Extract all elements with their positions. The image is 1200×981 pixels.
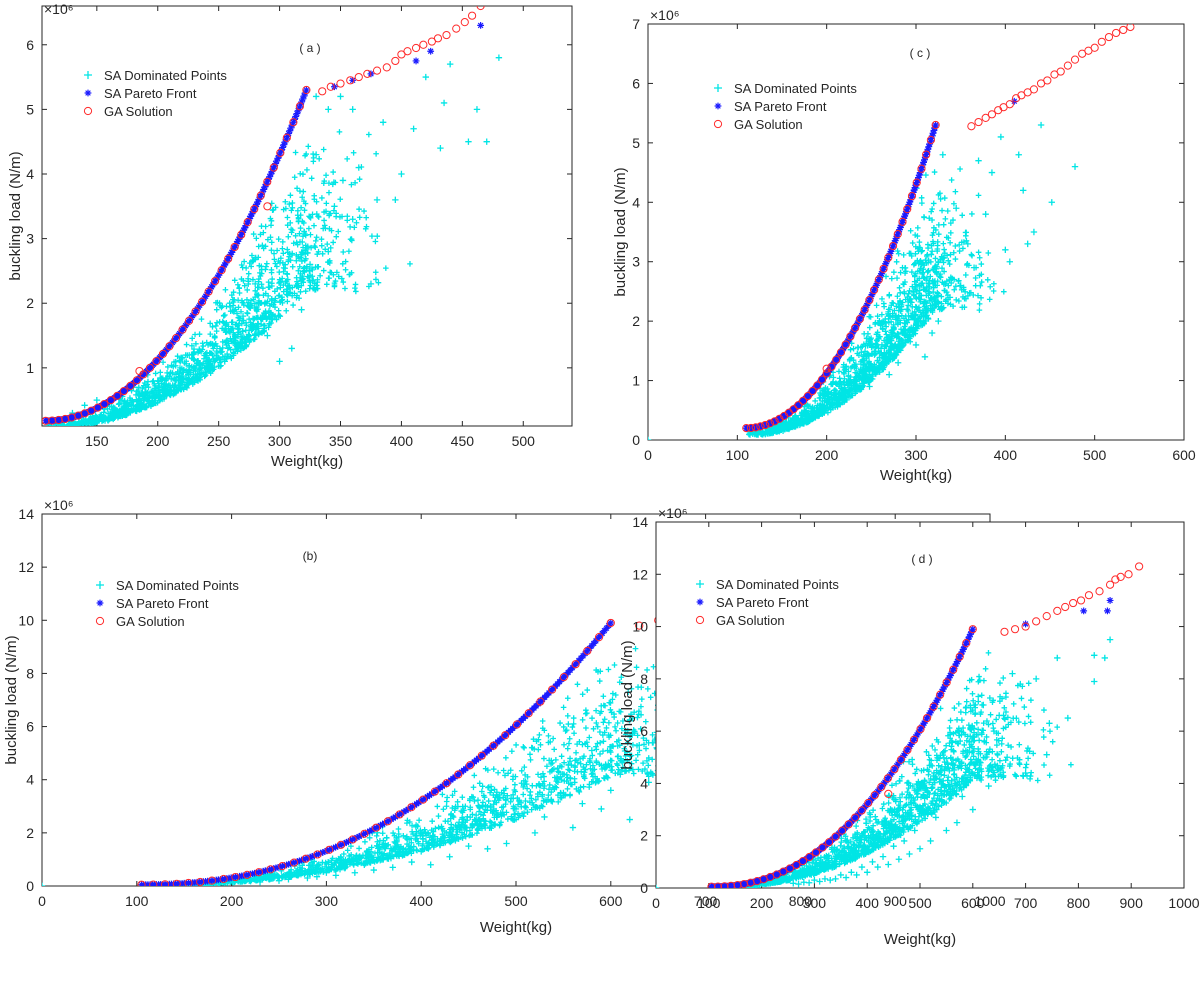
y-axis-label: buckling load (N/m) [3, 635, 20, 764]
y-tick-label: 14 [18, 506, 34, 522]
y-tick-label: 1 [632, 373, 640, 389]
y-exponent-label: ×10⁶ [650, 7, 680, 23]
y-exponent-label: ×10⁶ [44, 1, 74, 17]
x-tick-label: 200 [815, 447, 839, 463]
x-tick-label: 100 [726, 447, 750, 463]
chart-panel-c: 0 100 200 300 400 500 600 0 1 2 3 4 5 6 7 ×10⁶ Weight(kg… [612, 7, 1196, 484]
y-tick-label: 2 [632, 313, 640, 329]
y-axis-label: buckling load (N/m) [612, 167, 629, 296]
panel-label: ( c ) [910, 46, 931, 60]
x-tick-label: 350 [329, 433, 353, 449]
panel-label: ( a ) [299, 41, 320, 55]
legend-entry: GA Solution [104, 104, 173, 119]
x-tick-label: 300 [904, 447, 928, 463]
x-tick-label: 150 [85, 433, 109, 449]
x-axis-label: Weight(kg) [880, 467, 952, 484]
x-axis-label: Weight(kg) [271, 453, 343, 470]
legend-entry: SA Dominated Points [734, 81, 857, 96]
y-tick-label: 3 [632, 254, 640, 270]
legend-entry: SA Pareto Front [734, 99, 827, 114]
x-tick-label: 200 [146, 433, 170, 449]
y-tick-label: 2 [26, 295, 34, 311]
x-tick-label: 0 [644, 447, 652, 463]
y-tick-label: 0 [26, 878, 34, 894]
legend-entry: SA Dominated Points [104, 68, 227, 83]
pareto-front-point [477, 22, 484, 29]
y-tick-label: 6 [632, 75, 640, 91]
x-tick-label: 100 [125, 893, 149, 909]
y-tick-label: 5 [632, 135, 640, 151]
y-exponent-label: ×10⁶ [44, 497, 74, 513]
plot-area [648, 24, 1184, 440]
x-tick-label: 200 [220, 893, 244, 909]
x-axis-label: Weight(kg) [480, 919, 552, 936]
y-tick-label: 10 [18, 612, 34, 628]
y-tick-label: 4 [26, 772, 34, 788]
x-tick-label: 600 [1172, 447, 1196, 463]
y-tick-label: 6 [26, 37, 34, 53]
x-tick-label: 300 [268, 433, 292, 449]
y-tick-label: 5 [26, 101, 34, 117]
y-tick-label: 4 [26, 166, 34, 182]
y-tick-label: 4 [632, 194, 640, 210]
y-tick-label: 0 [632, 432, 640, 448]
y-tick-label: 6 [26, 719, 34, 735]
legend-entry: SA Pareto Front [104, 86, 197, 101]
x-tick-label: 500 [1083, 447, 1107, 463]
y-tick-label: 3 [26, 231, 34, 247]
x-tick-label: 500 [504, 893, 528, 909]
x-tick-label: 0 [38, 893, 46, 909]
x-tick-label: 600 [599, 893, 623, 909]
x-tick-label: 250 [207, 433, 231, 449]
x-tick-label: 450 [451, 433, 475, 449]
legend-entry: GA Solution [734, 117, 803, 132]
x-tick-label: 400 [994, 447, 1018, 463]
y-axis-label: buckling load (N/m) [7, 151, 24, 280]
panel-label: (b) [303, 549, 318, 563]
y-tick-label: 8 [26, 665, 34, 681]
y-tick-label: 12 [18, 559, 34, 575]
x-tick-label: 500 [512, 433, 536, 449]
y-tick-label: 7 [632, 16, 640, 32]
x-tick-label: 300 [315, 893, 339, 909]
y-tick-label: 1 [26, 360, 34, 376]
x-tick-label: 900 [884, 893, 908, 909]
x-tick-label: 400 [390, 433, 414, 449]
chart-panel-a: 150 200 250 300 350 400 450 500 1 2 3 4 5 6 ×10⁶ Weight… [7, 1, 572, 470]
y-tick-label: 2 [26, 825, 34, 841]
x-tick-label: 400 [410, 893, 434, 909]
